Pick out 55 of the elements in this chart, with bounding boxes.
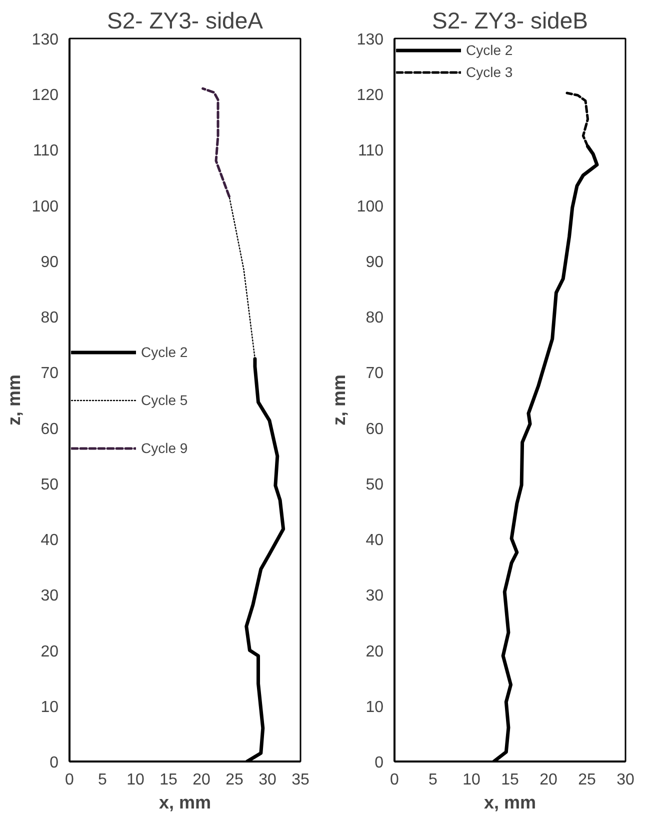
x-tick-label: 25 [578, 772, 596, 788]
y-tick-label: 30 [366, 588, 384, 605]
x-tick-label: 0 [65, 772, 74, 788]
legend-label: Cycle 5 [141, 392, 188, 408]
y-tick-label: 50 [366, 476, 384, 494]
y-tick-label: 120 [32, 87, 59, 104]
x-tick-label: 30 [258, 772, 276, 788]
x-tick-label: 10 [126, 772, 144, 788]
line-series [202, 87, 230, 198]
y-tick-label: 10 [40, 698, 59, 716]
x-tick-label: 15 [160, 772, 178, 788]
y-tick-label: 110 [358, 142, 384, 160]
y-tick-label: 30 [40, 588, 59, 605]
y-axis-title: z, mm [328, 374, 349, 426]
y-tick-label: 60 [40, 420, 59, 438]
legend-label: Cycle 3 [466, 64, 513, 80]
x-tick-label: 5 [428, 772, 438, 788]
y-tick-label: 120 [356, 87, 384, 104]
y-tick-label: 60 [366, 420, 384, 438]
y-tick-label: 40 [366, 532, 384, 550]
y-tick-label: 90 [40, 254, 59, 271]
legend-label: Cycle 9 [141, 440, 188, 456]
y-tick-label: 90 [366, 254, 384, 271]
x-tick-label: 10 [462, 772, 480, 788]
y-tick-label: 100 [32, 198, 59, 216]
y-tick-label: 20 [366, 643, 384, 660]
y-tick-label: 80 [366, 310, 384, 327]
y-tick-label: 70 [40, 365, 59, 382]
y-tick-label: 50 [40, 476, 59, 494]
x-axis-title: x, mm [158, 792, 212, 812]
y-tick-label: 130 [356, 32, 384, 48]
y-tick-label: 0 [50, 754, 59, 772]
y-tick-label: 110 [32, 142, 59, 160]
legend-label: Cycle 2 [141, 344, 188, 360]
x-tick-label: 25 [226, 772, 244, 788]
y-tick-label: 70 [366, 365, 384, 382]
y-tick-label: 100 [356, 198, 384, 216]
x-tick-label: 35 [292, 772, 310, 788]
chart-title: S2- ZY3- sideA [107, 8, 264, 34]
x-tick-label: 0 [390, 772, 400, 788]
legend-label: Cycle 2 [466, 42, 513, 58]
y-tick-label: 0 [374, 754, 384, 772]
chart-title: S2- ZY3- sideB [432, 8, 588, 34]
x-tick-label: 20 [192, 772, 210, 788]
x-tick-label: 5 [98, 772, 108, 788]
y-tick-label: 80 [40, 310, 59, 327]
x-tick-label: 15 [501, 772, 519, 788]
x-tick-label: 20 [540, 772, 558, 788]
y-tick-label: 10 [366, 698, 384, 716]
y-tick-label: 40 [40, 532, 59, 550]
x-axis-title: x, mm [484, 792, 536, 812]
x-tick-label: 30 [616, 772, 634, 788]
y-tick-label: 130 [32, 32, 59, 48]
y-tick-label: 20 [40, 643, 59, 660]
y-axis-title: z, mm [4, 374, 24, 426]
